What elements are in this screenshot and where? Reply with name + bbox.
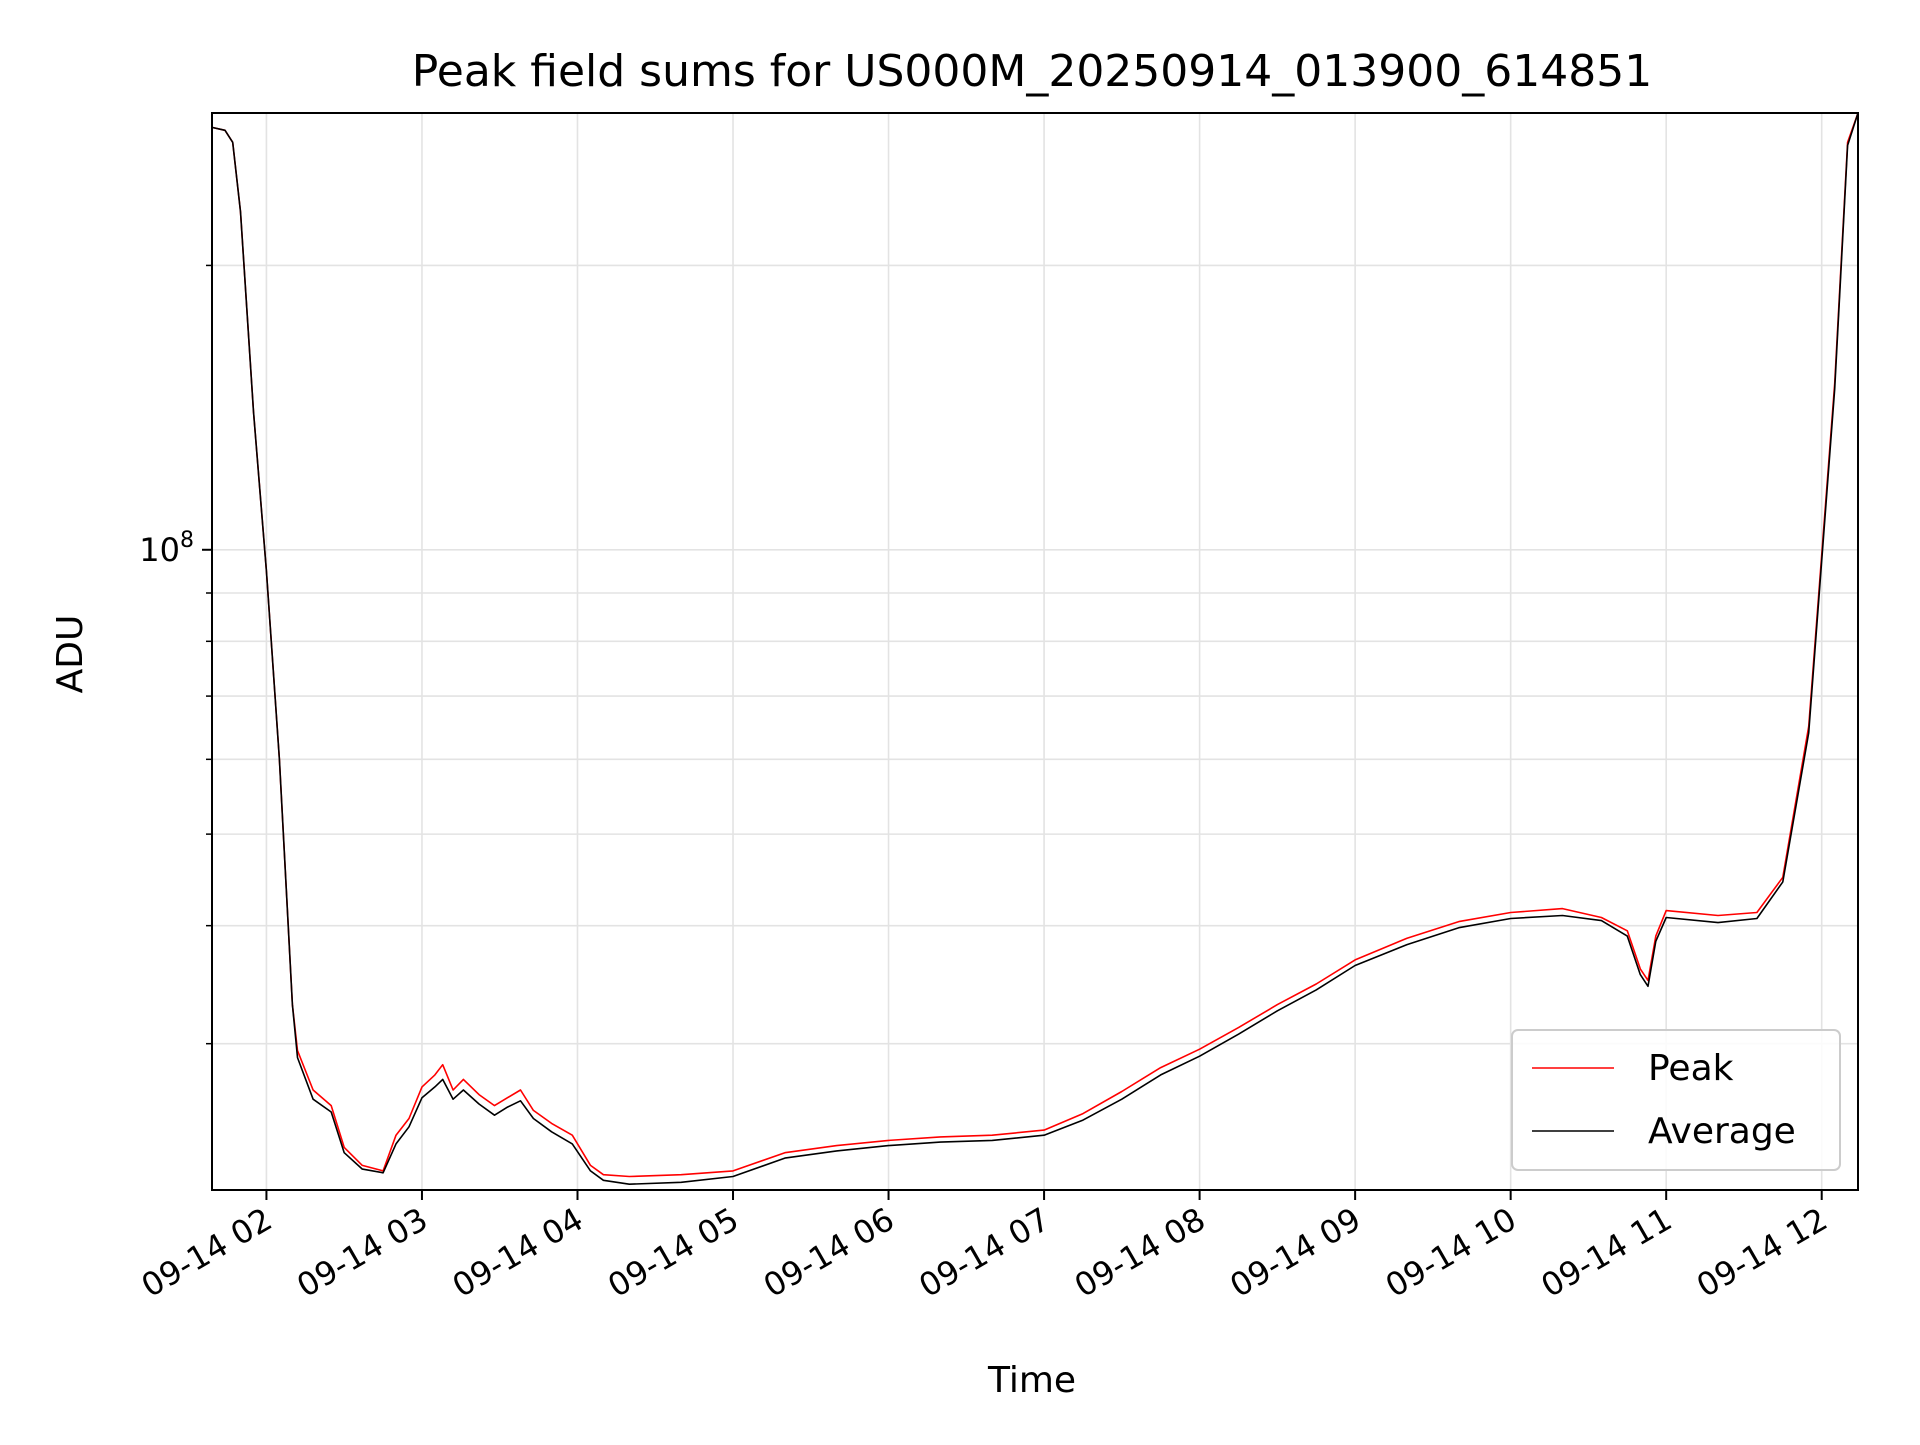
legend: Peak Average: [1511, 1029, 1841, 1171]
plot-frame: [211, 112, 1859, 1191]
x-axis-label: Time: [987, 1360, 1076, 1401]
y-tick-label: 108: [139, 528, 194, 569]
series-line-average: [211, 112, 1859, 1185]
y-axis-label: ADU: [50, 615, 91, 694]
legend-frame: [1511, 1029, 1841, 1171]
chart-title: Peak field sums for US000M_20250914_0139…: [412, 46, 1652, 97]
legend-label-peak: Peak: [1648, 1048, 1734, 1089]
series-layer: [211, 112, 1859, 1185]
grid-layer: [212, 113, 1858, 1190]
legend-label-average: Average: [1648, 1111, 1796, 1152]
series-line-peak: [211, 112, 1859, 1178]
